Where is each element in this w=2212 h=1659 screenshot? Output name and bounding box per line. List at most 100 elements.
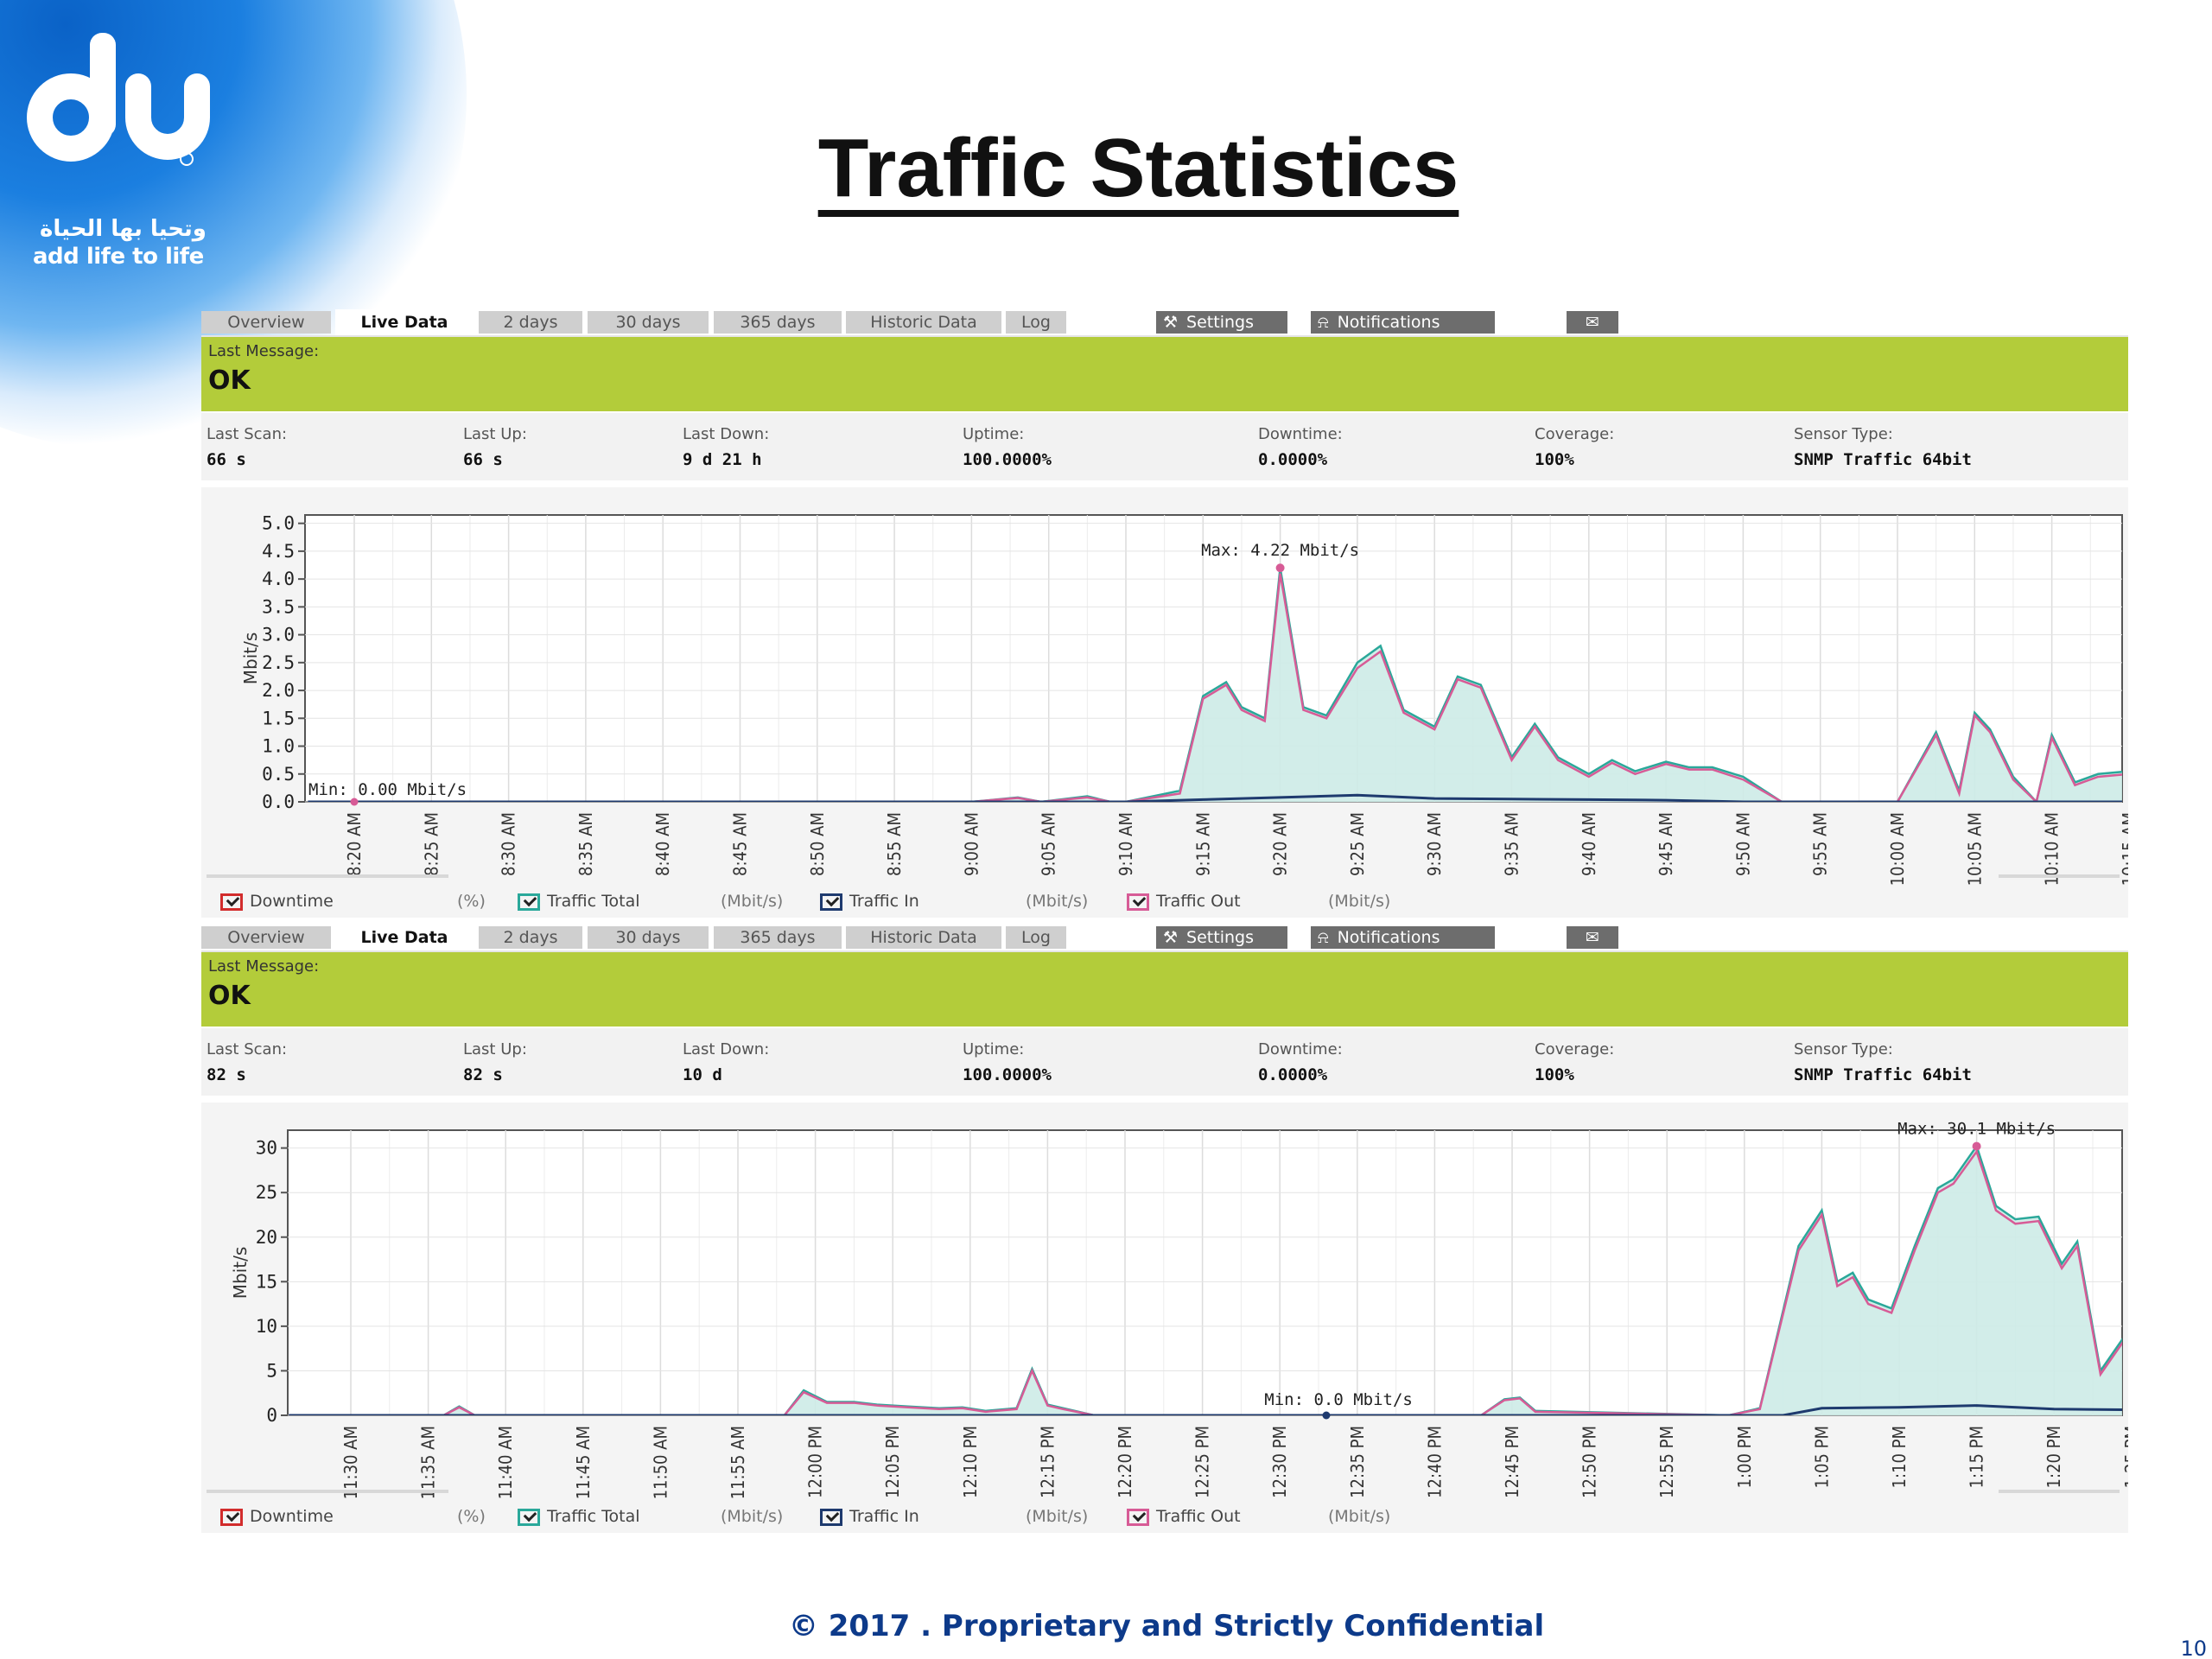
x-tick-label: 11:40 AM [495,1426,516,1499]
legend-checkbox-traffic-total[interactable] [518,893,540,911]
stat-label: Uptime: [963,425,1025,443]
y-axis-label: Mbit/s [230,1247,251,1300]
x-tick-label: 8:45 AM [730,812,751,876]
x-tick-label: 9:10 AM [1116,812,1136,876]
settings-button[interactable]: ⚒ Settings [1156,926,1287,949]
stat-downtime: Downtime: 0.0000% [1258,425,1343,469]
x-tick-label: 9:00 AM [961,812,982,876]
stat-label: Sensor Type: [1794,1040,1893,1058]
legend-traffic-out[interactable]: Traffic Out [1127,892,1241,911]
wrench-icon: ⚒ [1163,313,1179,332]
tab-log[interactable]: Log [1006,311,1066,334]
min-annotation: Min: 0.00 Mbit/s [308,780,467,799]
tab-overview[interactable]: Overview [201,311,331,334]
y-tick-label: 0.5 [262,764,295,785]
stat-sensor-type: Sensor Type: SNMP Traffic 64bit [1794,425,1972,469]
footer-confidentiality: © 2017 . Proprietary and Strictly Confid… [788,1609,1545,1643]
stat-label: Last Up: [463,425,527,443]
x-tick-label: 11:45 AM [573,1426,594,1499]
chart-footnote-left [207,1490,448,1493]
tab-365-days[interactable]: 365 days [714,926,842,949]
x-tick-label: 8:35 AM [575,812,596,876]
sensor-stats: Last Scan: 66 s Last Up: 66 s Last Down: 9 d … [201,413,2128,480]
legend-checkbox-traffic-in[interactable] [820,893,842,911]
legend-traffic-total[interactable]: Traffic Total [518,1507,640,1526]
tab-30-days[interactable]: 30 days [588,926,709,949]
stat-label: Last Scan: [207,425,288,443]
notifications-button[interactable]: ⍾ Notifications [1311,311,1495,334]
settings-label: Settings [1186,928,1254,947]
legend-checkbox-traffic-out[interactable] [1127,893,1149,911]
legend-label: Downtime [250,1507,334,1526]
x-tick-label: 12:20 PM [1115,1426,1135,1498]
x-tick-label: 9:15 AM [1192,812,1213,876]
tab-overview[interactable]: Overview [201,926,331,949]
tab-historic-data[interactable]: Historic Data [846,926,1001,949]
legend-downtime[interactable]: Downtime [220,1507,334,1526]
y-tick-label: 0.0 [262,791,295,812]
legend-checkbox-downtime[interactable] [220,893,243,911]
legend-traffic-total[interactable]: Traffic Total [518,892,640,911]
tab-365-days[interactable]: 365 days [714,311,842,334]
tab-2-days[interactable]: 2 days [479,926,582,949]
stat-label: Coverage: [1535,1040,1615,1058]
tab-historic-data[interactable]: Historic Data [846,311,1001,334]
last-message-value: OK [208,365,251,396]
logo-tagline-arabic: وتحيا بها الحياة [40,216,207,242]
sensor-stats: Last Scan: 82 s Last Up: 82 s Last Down: 10 d… [201,1028,2128,1096]
chart-footnote-right [1999,1490,2120,1493]
max-marker [1972,1141,1981,1151]
chat-icon: ✉ [1586,313,1599,332]
chat-button[interactable]: ✉ [1567,926,1618,949]
legend-downtime[interactable]: Downtime [220,892,334,911]
tab-bar: Overview Live Data 2 days 30 days 365 days Hi… [201,309,2128,335]
stat-label: Last Scan: [207,1040,288,1058]
x-tick-label: 1:00 PM [1734,1426,1755,1489]
legend-checkbox-traffic-total[interactable] [518,1508,540,1526]
notifications-button[interactable]: ⍾ Notifications [1311,926,1495,949]
tab-live-data[interactable]: Live Data [335,309,474,335]
legend-checkbox-traffic-in[interactable] [820,1508,842,1526]
settings-button[interactable]: ⚒ Settings [1156,311,1287,334]
legend-checkbox-traffic-out[interactable] [1127,1508,1149,1526]
stat-value: 9 d 21 h [683,450,762,469]
legend-traffic-in[interactable]: Traffic In [820,892,919,911]
x-tick-label: 12:55 PM [1656,1426,1677,1498]
legend-label: Downtime [250,892,334,911]
tab-live-data[interactable]: Live Data [335,925,474,950]
tab-bar: Overview Live Data 2 days 30 days 365 days Hi… [201,925,2128,950]
legend-checkbox-downtime[interactable] [220,1508,243,1526]
chat-button[interactable]: ✉ [1567,311,1618,334]
legend-unit: (Mbit/s) [721,892,784,911]
x-tick-label: 12:40 PM [1424,1426,1445,1498]
x-tick-label: 11:30 AM [340,1426,361,1499]
stat-label: Last Down: [683,1040,770,1058]
traffic-chart: 8:20 AM 8:25 AM 8:30 AM 8:35 AM 8:40 AM 8:45 … [201,487,2128,918]
tab-log[interactable]: Log [1006,926,1066,949]
legend-traffic-in[interactable]: Traffic In [820,1507,919,1526]
stat-label: Last Up: [463,1040,527,1058]
max-marker [1275,563,1285,573]
x-tick-label: 11:35 AM [418,1426,439,1499]
x-tick-label: 9:50 AM [1732,812,1753,876]
x-tick-label: 11:50 AM [650,1426,671,1499]
legend-unit: (Mbit/s) [721,1507,784,1526]
x-tick-label: 9:25 AM [1347,812,1368,876]
stat-uptime: Uptime: 100.0000% [963,425,1052,469]
x-tick-label: 12:00 PM [805,1426,826,1498]
min-marker [350,798,359,806]
logo-tagline: وتحيا بها الحياة add life to life [33,216,207,270]
tab-2-days[interactable]: 2 days [479,311,582,334]
x-tick-label: 1:05 PM [1811,1426,1832,1489]
last-message-bar: Last Message: OK [201,950,2128,1027]
stat-last-scan: Last Scan: 82 s [207,1040,287,1084]
stat-coverage: Coverage: 100% [1535,1040,1614,1084]
y-tick-label: 4.5 [262,541,295,562]
traffic-out-line [308,573,2122,802]
legend-traffic-out[interactable]: Traffic Out [1127,1507,1241,1526]
tab-30-days[interactable]: 30 days [588,311,709,334]
stat-value: 100.0000% [963,450,1052,469]
stat-coverage: Coverage: 100% [1535,425,1614,469]
stat-value: 66 s [207,450,246,469]
